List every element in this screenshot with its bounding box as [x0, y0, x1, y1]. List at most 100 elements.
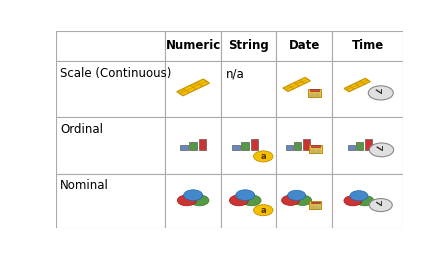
- Bar: [190, 142, 197, 150]
- Text: Scale (Continuous): Scale (Continuous): [60, 67, 172, 80]
- Bar: [314, 149, 317, 150]
- Bar: [314, 96, 316, 97]
- Bar: [318, 149, 320, 150]
- Text: Date: Date: [289, 39, 320, 52]
- Bar: [310, 150, 313, 151]
- Polygon shape: [177, 89, 186, 94]
- Bar: [165, 31, 221, 61]
- Bar: [56, 61, 165, 118]
- Bar: [221, 118, 276, 174]
- Bar: [199, 139, 207, 150]
- Bar: [317, 96, 319, 97]
- Bar: [314, 206, 317, 207]
- Circle shape: [184, 190, 202, 200]
- Circle shape: [288, 190, 306, 200]
- Polygon shape: [190, 82, 200, 87]
- Bar: [332, 31, 403, 61]
- Bar: [332, 61, 403, 118]
- Bar: [56, 31, 165, 61]
- Polygon shape: [294, 80, 302, 84]
- Circle shape: [369, 199, 392, 211]
- Bar: [318, 151, 320, 152]
- Bar: [357, 142, 363, 150]
- Bar: [309, 145, 322, 153]
- Bar: [310, 95, 312, 96]
- Bar: [318, 150, 320, 151]
- Bar: [165, 118, 221, 174]
- Text: String: String: [228, 39, 269, 52]
- Circle shape: [254, 205, 273, 216]
- Bar: [276, 118, 332, 174]
- Bar: [310, 96, 312, 97]
- Bar: [317, 93, 319, 94]
- Text: a: a: [260, 206, 266, 215]
- Bar: [310, 151, 313, 152]
- Bar: [311, 202, 320, 203]
- Circle shape: [350, 191, 368, 201]
- Circle shape: [369, 143, 394, 157]
- Bar: [308, 89, 321, 97]
- Circle shape: [190, 195, 209, 206]
- Bar: [365, 139, 372, 150]
- Bar: [56, 174, 165, 228]
- Circle shape: [229, 195, 248, 206]
- Bar: [165, 174, 221, 228]
- Bar: [276, 31, 332, 61]
- Bar: [314, 95, 316, 96]
- Bar: [314, 205, 317, 206]
- Bar: [314, 150, 317, 151]
- Text: Numeric: Numeric: [165, 39, 221, 52]
- Bar: [310, 89, 319, 91]
- Circle shape: [254, 151, 273, 162]
- Bar: [318, 207, 320, 208]
- Bar: [180, 145, 188, 150]
- Polygon shape: [344, 78, 370, 92]
- Bar: [311, 207, 313, 208]
- Bar: [221, 61, 276, 118]
- Bar: [348, 145, 355, 150]
- Circle shape: [282, 195, 300, 205]
- Bar: [311, 208, 313, 209]
- Bar: [317, 94, 319, 95]
- Bar: [310, 201, 321, 209]
- Circle shape: [356, 196, 374, 206]
- Bar: [311, 206, 313, 207]
- Bar: [276, 174, 332, 228]
- Bar: [165, 61, 221, 118]
- Text: n/a: n/a: [226, 67, 245, 80]
- Polygon shape: [344, 86, 352, 90]
- Bar: [318, 206, 320, 207]
- Polygon shape: [283, 85, 291, 90]
- Text: Ordinal: Ordinal: [60, 123, 103, 136]
- Bar: [303, 139, 310, 150]
- Bar: [294, 142, 302, 150]
- Text: Nominal: Nominal: [60, 179, 109, 192]
- Polygon shape: [177, 79, 210, 96]
- Bar: [317, 95, 319, 96]
- Bar: [310, 145, 320, 147]
- Bar: [241, 142, 249, 150]
- Bar: [221, 174, 276, 228]
- Circle shape: [293, 195, 312, 205]
- Circle shape: [242, 195, 261, 206]
- Circle shape: [177, 195, 196, 206]
- Bar: [310, 93, 312, 94]
- Bar: [221, 31, 276, 61]
- Bar: [251, 139, 258, 150]
- Text: Time: Time: [352, 39, 384, 52]
- Bar: [314, 93, 316, 94]
- Bar: [318, 208, 320, 209]
- Bar: [314, 94, 316, 95]
- Bar: [56, 118, 165, 174]
- Bar: [276, 61, 332, 118]
- Bar: [311, 205, 313, 206]
- Bar: [310, 94, 312, 95]
- Bar: [314, 151, 317, 152]
- Bar: [318, 205, 320, 206]
- Text: a: a: [260, 152, 266, 161]
- Bar: [310, 149, 313, 150]
- Circle shape: [344, 196, 362, 206]
- Bar: [314, 207, 317, 208]
- Bar: [314, 208, 317, 209]
- Polygon shape: [283, 77, 310, 91]
